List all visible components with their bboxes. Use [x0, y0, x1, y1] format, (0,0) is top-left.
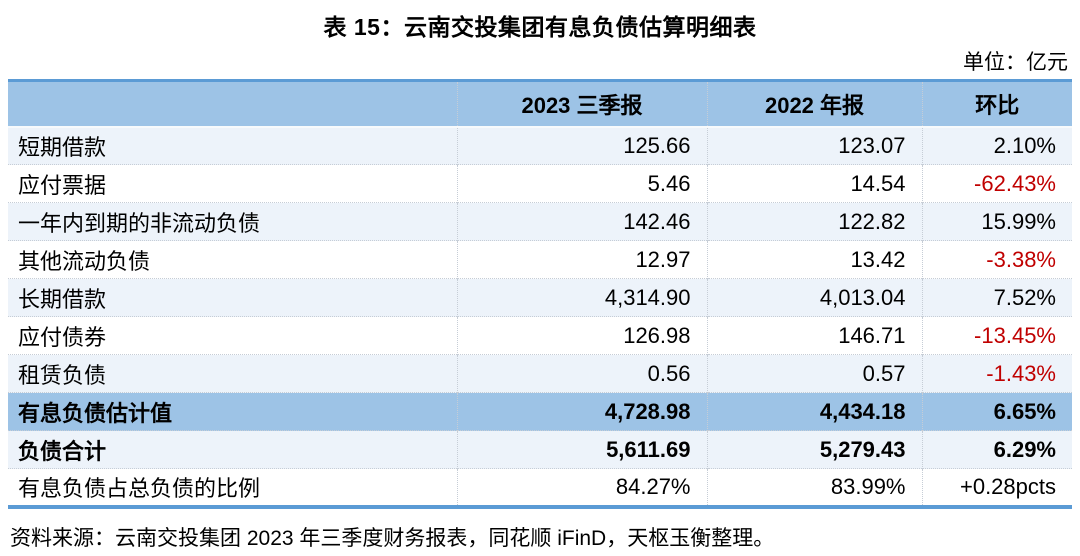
value-2022fy: 4,434.18 — [706, 392, 922, 431]
value-2023q3: 12.97 — [456, 240, 707, 279]
unit-label: 单位：亿元 — [963, 51, 1068, 74]
value-2022fy: 14.54 — [706, 164, 922, 203]
table-title: 表 15：云南交投集团有息负债估算明细表 — [323, 14, 757, 40]
value-change: +0.28pcts — [921, 468, 1072, 507]
table-row: 负债合计 5,611.69 5,279.43 6.29% — [8, 430, 1072, 469]
value-2023q3: 5.46 — [456, 164, 707, 203]
value-2022fy: 123.07 — [706, 126, 922, 165]
table-row: 有息负债估计值 4,728.98 4,434.18 6.65% — [8, 392, 1072, 431]
row-label: 应付债券 — [8, 316, 457, 355]
debt-detail-table: 2023 三季报 2022 年报 环比 短期借款 125.66 123.07 2.10… — [8, 79, 1072, 509]
table-body: 短期借款 125.66 123.07 2.10% 应付票据 5.46 14.54 -62.43… — [8, 126, 1072, 507]
row-label: 租赁负债 — [8, 354, 457, 393]
value-change: -62.43% — [921, 164, 1072, 203]
header-cell-change: 环比 — [921, 80, 1072, 128]
value-change: -3.38% — [921, 240, 1072, 279]
value-2023q3: 126.98 — [456, 316, 707, 355]
value-2023q3: 5,611.69 — [456, 430, 707, 469]
value-change: 2.10% — [921, 126, 1072, 165]
value-2022fy: 4,013.04 — [706, 278, 922, 317]
source-note: 资料来源：云南交投集团 2023 年三季度财务报表，同花顺 iFinD，天枢玉衡… — [10, 527, 775, 550]
value-2022fy: 5,279.43 — [706, 430, 922, 469]
table-row: 有息负债占总负债的比例 84.27% 83.99% +0.28pcts — [8, 468, 1072, 507]
table-row: 应付票据 5.46 14.54 -62.43% — [8, 164, 1072, 203]
value-2022fy: 122.82 — [706, 202, 922, 241]
value-2023q3: 142.46 — [456, 202, 707, 241]
table-row: 短期借款 125.66 123.07 2.10% — [8, 126, 1072, 165]
value-2023q3: 0.56 — [456, 354, 707, 393]
value-2022fy: 0.57 — [706, 354, 922, 393]
value-2023q3: 4,314.90 — [456, 278, 707, 317]
value-change: 7.52% — [921, 278, 1072, 317]
table-row: 应付债券 126.98 146.71 -13.45% — [8, 316, 1072, 355]
value-2023q3: 84.27% — [456, 468, 707, 507]
header-cell-2022fy: 2022 年报 — [706, 80, 922, 128]
value-2023q3: 4,728.98 — [456, 392, 707, 431]
value-change: -13.45% — [921, 316, 1072, 355]
value-change: 6.29% — [921, 430, 1072, 469]
table-row: 其他流动负债 12.97 13.42 -3.38% — [8, 240, 1072, 279]
row-label: 负债合计 — [8, 430, 457, 469]
value-2022fy: 146.71 — [706, 316, 922, 355]
table-row: 一年内到期的非流动负债 142.46 122.82 15.99% — [8, 202, 1072, 241]
value-2022fy: 83.99% — [706, 468, 922, 507]
row-label: 有息负债占总负债的比例 — [8, 468, 457, 507]
value-2022fy: 13.42 — [706, 240, 922, 279]
row-label: 其他流动负债 — [8, 240, 457, 279]
table-row: 长期借款 4,314.90 4,013.04 7.52% — [8, 278, 1072, 317]
value-change: -1.43% — [921, 354, 1072, 393]
row-label: 短期借款 — [18, 134, 107, 160]
value-change: 6.65% — [921, 392, 1072, 431]
header-cell-empty — [8, 80, 457, 128]
value-2023q3: 125.66 — [456, 126, 707, 165]
row-label: 长期借款 — [8, 278, 457, 317]
row-label: 应付票据 — [8, 164, 457, 203]
header-cell-2023q3: 2023 三季报 — [456, 80, 707, 128]
row-label: 一年内到期的非流动负债 — [8, 202, 457, 241]
table-header-row: 2023 三季报 2022 年报 环比 — [8, 80, 1072, 128]
row-label: 有息负债估计值 — [8, 392, 457, 431]
table-row: 租赁负债 0.56 0.57 -1.43% — [8, 354, 1072, 393]
value-change: 15.99% — [921, 202, 1072, 241]
